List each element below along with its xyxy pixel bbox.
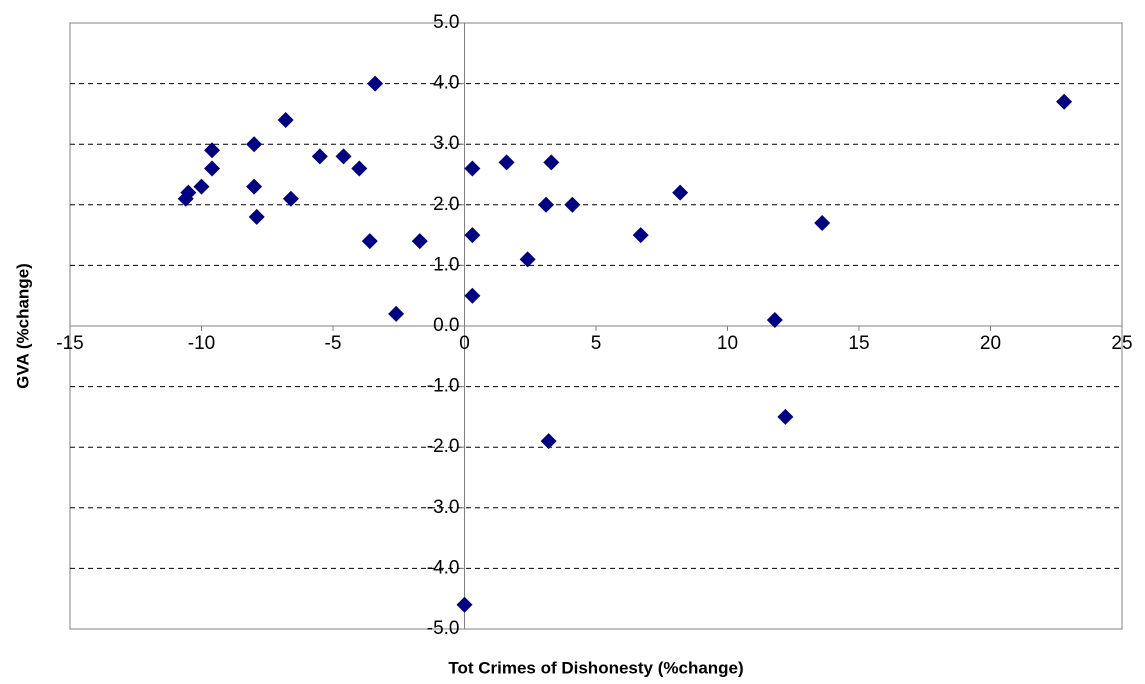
point (204, 142, 221, 159)
point (388, 305, 405, 322)
point (248, 208, 265, 225)
y-tick-label: 4.0 (433, 73, 459, 94)
point (464, 227, 481, 244)
point (538, 196, 555, 213)
point (777, 408, 794, 425)
point (180, 184, 197, 201)
point (282, 190, 299, 207)
x-tick-label: 0 (459, 333, 470, 354)
x-tick-label: -10 (188, 333, 215, 354)
point (814, 214, 831, 231)
x-axis-title: Tot Crimes of Dishonesty (%change) (448, 658, 743, 677)
x-tick-label: 25 (1111, 333, 1132, 354)
point (367, 75, 384, 92)
point (464, 160, 481, 177)
point (204, 160, 221, 177)
point (498, 154, 515, 171)
point (672, 184, 689, 201)
x-tick-label: 15 (848, 333, 869, 354)
y-tick-label: -1.0 (427, 376, 460, 397)
point (411, 233, 428, 250)
point (351, 160, 368, 177)
point (766, 311, 783, 328)
point (335, 148, 352, 165)
x-tick-label: -15 (56, 333, 83, 354)
point (456, 596, 473, 613)
y-tick-label: -5.0 (427, 618, 460, 639)
y-tick-label: 1.0 (433, 254, 459, 275)
y-tick-label: 2.0 (433, 194, 459, 215)
point (632, 227, 649, 244)
point (564, 196, 581, 213)
point (361, 233, 378, 250)
y-tick-label: -2.0 (427, 436, 460, 457)
point (464, 287, 481, 304)
y-tick-label: 5.0 (433, 12, 459, 33)
point (277, 111, 294, 128)
x-tick-label: 10 (717, 333, 738, 354)
y-tick-label: -4.0 (427, 557, 460, 578)
point (193, 178, 210, 195)
y-tick-label: 0.0 (433, 315, 459, 336)
point (311, 148, 328, 165)
y-axis-title: GVA (%change) (13, 263, 32, 389)
point (540, 433, 557, 450)
x-tick-label: -5 (325, 333, 342, 354)
x-tick-label: 20 (980, 333, 1001, 354)
y-tick-label: -3.0 (427, 497, 460, 518)
point (246, 136, 263, 153)
point (519, 251, 536, 268)
point (1056, 93, 1073, 110)
point (543, 154, 560, 171)
x-tick-label: 5 (591, 333, 602, 354)
y-tick-label: 3.0 (433, 133, 459, 154)
point (246, 178, 263, 195)
